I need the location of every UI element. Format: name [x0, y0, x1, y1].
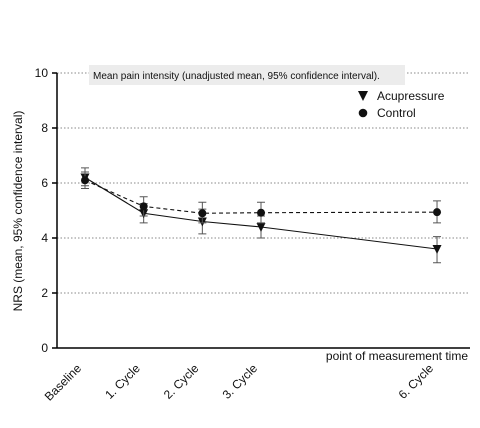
data-point-control [433, 208, 442, 217]
series [80, 167, 442, 264]
x-tick-label: 1. Cycle [102, 361, 143, 402]
data-point-control [257, 208, 266, 217]
y-axis-label: NRS (mean, 95% confidence interval) [11, 111, 25, 312]
data-point-control [81, 176, 89, 185]
annotation-box [89, 65, 405, 85]
legend-marker-acupressure [358, 91, 368, 101]
data-point-control [139, 202, 148, 211]
y-tick-label: 10 [35, 66, 49, 80]
data-point-acupressure [432, 245, 442, 254]
x-tick-label: 2. Cycle [161, 361, 202, 402]
data-point-control [198, 209, 207, 218]
legend: Acupressure Control [358, 89, 445, 120]
legend-label-acupressure: Acupressure [377, 89, 445, 103]
x-tick-label: 3. Cycle [220, 361, 261, 402]
x-axis-label: point of measurement time [326, 349, 468, 363]
y-tick-label: 4 [41, 231, 48, 245]
chart-annotation: Mean pain intensity (unadjusted mean, 95… [93, 71, 380, 82]
legend-marker-control [358, 108, 368, 118]
y-tick-label: 6 [41, 176, 48, 190]
x-tick-label: 6. Cycle [396, 361, 437, 402]
data-point-acupressure [256, 223, 266, 232]
y-tick-label: 2 [41, 286, 48, 300]
x-tick-label: Baseline [42, 361, 85, 404]
y-tick-label: 8 [41, 121, 48, 135]
legend-label-control: Control [377, 106, 416, 120]
series-line-control [84, 179, 438, 214]
y-tick-label: 0 [41, 341, 48, 355]
